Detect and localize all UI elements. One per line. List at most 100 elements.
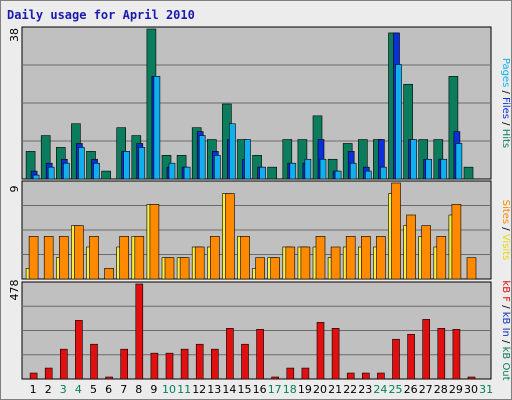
bar-kb-f-day-15 (241, 343, 249, 380)
bar-kb-f-day-17 (271, 376, 280, 380)
bar-sites-day-15 (240, 236, 250, 280)
bar-pages-day-28 (440, 158, 448, 180)
day-label-8: 8 (135, 383, 142, 396)
side-legend-part-3: / (500, 119, 511, 129)
day-label-7: 7 (120, 383, 127, 396)
day-label-12: 12 (192, 383, 206, 396)
day-label-28: 28 (434, 383, 448, 396)
bar-pages-day-11 (183, 166, 191, 180)
bar-pages-day-18 (289, 162, 297, 180)
side-legend-part-0: kB F (500, 280, 511, 302)
bar-sites-day-29 (451, 204, 462, 280)
day-label-10: 10 (162, 383, 176, 396)
bar-pages-day-15 (244, 139, 251, 180)
bar-sites-day-3 (58, 236, 69, 280)
day-label-2: 2 (45, 383, 52, 396)
bar-kb-f-day-8 (135, 283, 144, 380)
day-label-1: 1 (30, 383, 37, 396)
day-label-9: 9 (150, 383, 157, 396)
side-legend-part-0: Pages (500, 58, 511, 87)
day-label-17: 17 (268, 383, 282, 396)
day-label-13: 13 (207, 383, 221, 396)
day-label-31: 31 (479, 383, 493, 396)
bar-kb-f-day-11 (180, 348, 189, 380)
bar-kb-f-day-28 (437, 328, 446, 380)
bar-pages-day-19 (304, 158, 312, 180)
side-legend-part-2: kB In (500, 312, 511, 337)
bar-pages-day-7 (123, 151, 130, 180)
bar-hits-day-18 (282, 139, 293, 180)
bar-pages-day-23 (364, 170, 372, 180)
bar-sites-day-21 (330, 246, 341, 280)
bar-hits-day-1 (25, 151, 36, 180)
panel-visits-sites-side-legend: Sites / Visits (500, 200, 511, 261)
day-label-30: 30 (464, 383, 478, 396)
bar-kb-f-day-23 (361, 372, 370, 380)
bar-sites-day-13 (210, 236, 220, 280)
bar-pages-day-5 (93, 162, 100, 180)
bar-hits-day-21 (327, 158, 338, 180)
bar-pages-day-14 (229, 123, 236, 180)
day-label-18: 18 (283, 383, 297, 396)
bar-kb-f-day-26 (407, 333, 415, 380)
day-label-19: 19 (298, 383, 312, 396)
bar-sites-day-1 (28, 236, 39, 280)
side-legend-part-2: Visits (500, 234, 511, 261)
panel-visits-sites-max-label: 9 (8, 186, 21, 193)
bar-pages-day-3 (62, 162, 70, 180)
bar-pages-day-1 (32, 174, 40, 180)
chart-title: Daily usage for April 2010 (7, 8, 195, 22)
bar-sites-day-12 (194, 246, 205, 280)
bar-kb-f-day-22 (346, 372, 355, 380)
bar-hits-day-30 (463, 166, 474, 180)
bar-kb-f-day-1 (29, 372, 38, 380)
bar-sites-day-5 (89, 236, 99, 280)
bar-sites-day-27 (421, 225, 432, 280)
bar-sites-day-19 (300, 246, 311, 280)
bar-kb-f-day-7 (120, 348, 128, 380)
side-legend-part-1: / (500, 302, 511, 312)
bar-pages-day-20 (319, 158, 327, 180)
bar-pages-day-2 (47, 166, 55, 180)
day-label-15: 15 (238, 383, 252, 396)
bar-kb-f-day-5 (90, 343, 98, 380)
bar-kb-f-day-19 (301, 367, 310, 380)
bar-kb-f-day-3 (59, 348, 68, 380)
bar-kb-f-day-21 (331, 328, 340, 380)
bar-sites-day-24 (376, 236, 386, 280)
bar-sites-day-22 (345, 236, 356, 280)
bar-sites-day-14 (225, 193, 235, 280)
bar-pages-day-24 (380, 166, 387, 180)
bar-sites-day-20 (315, 236, 326, 280)
side-legend-part-1: / (500, 87, 511, 97)
bar-sites-day-18 (285, 246, 296, 280)
day-label-11: 11 (177, 383, 191, 396)
bar-kb-f-day-4 (75, 320, 83, 380)
bar-sites-day-2 (43, 236, 54, 280)
panel-hits-files-pages-side-legend: Pages / Files / Hits (500, 58, 511, 148)
bar-kb-f-day-25 (392, 338, 400, 380)
bar-sites-day-4 (74, 225, 84, 280)
bar-kb-f-day-2 (44, 367, 53, 380)
bar-sites-day-7 (119, 236, 129, 280)
bar-sites-day-9 (149, 204, 160, 280)
day-label-14: 14 (222, 383, 236, 396)
bar-pages-day-16 (259, 166, 266, 180)
bar-pages-day-21 (334, 170, 342, 180)
bar-hits-day-26 (403, 83, 413, 180)
bar-kb-f-day-10 (165, 352, 174, 380)
day-label-3: 3 (60, 383, 67, 396)
bar-pages-day-4 (78, 147, 85, 180)
bar-kb-f-day-14 (226, 328, 234, 380)
day-label-24: 24 (373, 383, 387, 396)
bar-kb-f-day-6 (105, 376, 113, 380)
bar-pages-day-26 (410, 139, 417, 180)
bar-kb-f-day-13 (211, 348, 219, 380)
bar-hits-day-23 (357, 139, 368, 180)
bar-hits-day-6 (101, 170, 111, 180)
bar-sites-day-17 (270, 257, 281, 280)
bar-sites-day-23 (360, 236, 371, 280)
bar-sites-day-8 (134, 236, 145, 280)
side-legend-part-2: Files (500, 97, 511, 119)
day-label-25: 25 (389, 383, 403, 396)
